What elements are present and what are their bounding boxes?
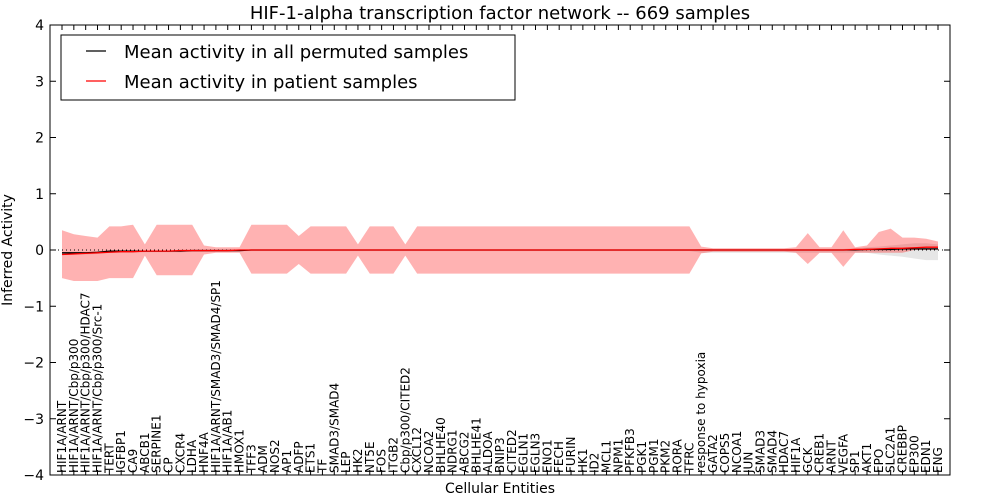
x-category-label: BHLHE41 [469, 417, 483, 473]
y-tick-label: 1 [35, 187, 44, 203]
x-category-label: response to hypoxia [694, 352, 708, 473]
x-category-label: TFF3 [244, 444, 258, 474]
x-category-label: CXCL12 [410, 427, 424, 473]
x-category-label: EDN1 [919, 440, 933, 473]
x-category-label: FECH [552, 441, 566, 473]
x-category-label: PKM2 [659, 440, 673, 473]
x-category-label: RORA [671, 438, 685, 473]
y-tick-label: 0 [35, 243, 44, 259]
y-tick-label: −3 [23, 412, 44, 428]
y-tick-label: −4 [23, 468, 44, 484]
x-category-label: ENO1 [540, 439, 554, 473]
x-category-label: NCOA2 [422, 431, 436, 473]
x-category-label: NPM1 [611, 439, 625, 473]
x-category-label: GCK [801, 446, 815, 473]
x-category-label: CXCR4 [173, 433, 187, 473]
x-category-label: HMOX1 [233, 429, 247, 473]
x-category-label: EP300 [907, 435, 921, 473]
x-category-label: PFKFB3 [623, 428, 637, 473]
x-category-label: CA9 [126, 449, 140, 473]
x-category-label: LDHA [185, 439, 199, 473]
x-category-label: EPO [872, 449, 886, 473]
plot-area: −4−3−2−101234HIF1A/ARNTHIF1A/ARNT/Cbp/p3… [23, 18, 951, 484]
x-category-label: ITGB2 [386, 437, 400, 473]
x-category-label: HIF1A/ARNT [55, 400, 69, 473]
x-category-label: NOS2 [268, 439, 282, 473]
x-category-label: TERT [102, 443, 116, 474]
x-category-label: SP1 [848, 451, 862, 474]
x-category-label: Cbp/p300/CITED2 [398, 367, 412, 473]
chart-title: HIF-1-alpha transcription factor network… [250, 3, 750, 24]
x-category-label: ETS1 [304, 443, 318, 473]
x-category-label: SMAD3 [753, 430, 767, 473]
x-category-label: CREB1 [813, 433, 827, 473]
x-category-label: HNF4A [197, 431, 211, 473]
x-category-label: HK1 [576, 448, 590, 473]
patient-band [62, 224, 938, 281]
x-category-label: MCL1 [600, 440, 614, 473]
y-tick-label: 4 [35, 18, 44, 34]
x-category-label: PGM1 [647, 438, 661, 473]
x-category-label: PGK1 [635, 441, 649, 473]
x-category-label: ADFP [292, 441, 306, 473]
x-category-label: EGLN3 [529, 433, 543, 473]
x-category-label: LEP [339, 451, 353, 473]
y-tick-label: −2 [23, 356, 44, 372]
x-category-label: CITED2 [505, 429, 519, 473]
x-category-label: NT5E [363, 441, 377, 473]
x-category-label: VEGFA [836, 433, 850, 473]
x-category-label: ARNT [824, 439, 838, 473]
x-category-label: SMAD4 [765, 430, 779, 473]
x-category-label: COPS5 [718, 433, 732, 473]
x-category-label: GATA2 [706, 434, 720, 473]
x-category-label: EGLN1 [517, 433, 531, 473]
x-category-label: ALDOA [481, 431, 495, 473]
x-category-label: SLC2A1 [884, 427, 898, 473]
x-category-label: CP [162, 457, 176, 473]
legend-box [60, 34, 516, 101]
x-category-label: HK2 [351, 448, 365, 473]
series-line-patient [61, 246, 938, 256]
x-category-label: NDRG1 [446, 430, 460, 474]
legend-label: Mean activity in all permuted samples [124, 42, 468, 63]
x-category-label: HIF1A/AB1 [221, 410, 235, 473]
y-tick-label: 2 [35, 131, 44, 147]
x-category-label: HIF1A/ARNT/Cbp/p300 [67, 339, 81, 473]
x-category-label: HIF1A [789, 437, 803, 473]
x-category-label: NCOA1 [730, 431, 744, 473]
x-category-label: TF [315, 459, 329, 474]
x-category-label: FURIN [564, 436, 578, 473]
x-category-label: ID2 [588, 453, 602, 473]
x-category-label: IGFBP1 [114, 430, 128, 473]
x-category-label: CREBBP [895, 425, 909, 473]
x-category-label: BNIP3 [493, 437, 507, 473]
x-axis-title: Cellular Entities [445, 481, 555, 497]
x-category-label: HIF1A/ARNT/SMAD3/SMAD4/SP1 [209, 280, 223, 473]
y-tick-label: 3 [35, 74, 44, 90]
x-category-label: TFRC [682, 443, 696, 474]
x-category-label: ADM [256, 445, 270, 473]
x-category-label: ABCG2 [457, 431, 471, 473]
x-category-label: ABCB1 [138, 433, 152, 473]
x-category-label: HIF1A/ARNT/Cbp/p300/Src-1 [91, 304, 105, 473]
x-category-label: HDAC7 [777, 431, 791, 473]
y-tick-label: −1 [23, 299, 44, 315]
x-category-label: AKT1 [860, 443, 874, 473]
legend-label: Mean activity in patient samples [124, 72, 418, 93]
x-category-label: ENG [931, 447, 945, 473]
x-category-label: FOS [375, 449, 389, 473]
x-category-label: BHLHE40 [434, 417, 448, 473]
x-category-label: AP1 [280, 450, 294, 473]
x-category-label: SERPINE1 [150, 414, 164, 473]
y-axis-title: Inferred Activity [0, 194, 16, 306]
x-category-label: SMAD3/SMAD4 [327, 383, 341, 473]
x-category-label: JUN [742, 452, 756, 474]
permuted-band [62, 243, 938, 261]
x-category-label: HIF1A/ARNT/Cbp/p300/HDAC7 [79, 292, 93, 473]
